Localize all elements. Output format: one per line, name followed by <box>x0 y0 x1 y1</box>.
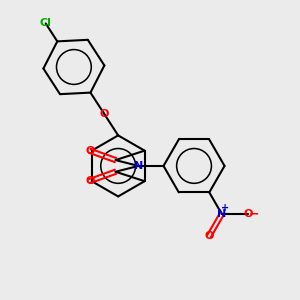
Text: N: N <box>217 209 226 219</box>
Text: O: O <box>243 209 252 219</box>
Text: O: O <box>204 232 214 242</box>
Text: −: − <box>249 208 260 220</box>
Text: O: O <box>99 109 109 118</box>
Text: Cl: Cl <box>40 18 52 28</box>
Text: O: O <box>85 176 94 186</box>
Text: +: + <box>221 203 229 213</box>
Text: N: N <box>134 161 143 171</box>
Text: O: O <box>85 146 94 156</box>
